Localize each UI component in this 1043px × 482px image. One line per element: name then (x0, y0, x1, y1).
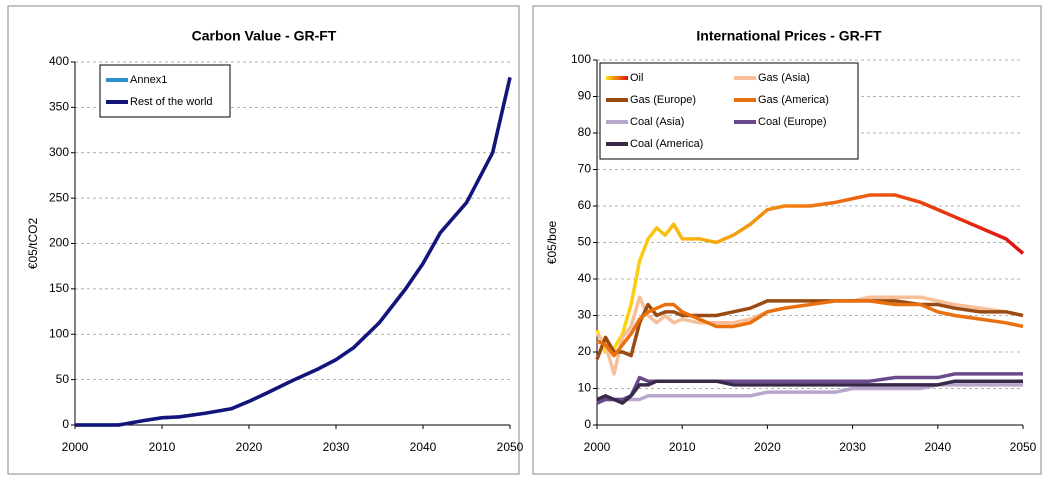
legend-swatch (106, 100, 128, 104)
legend-swatch (734, 98, 756, 102)
series-line (75, 77, 512, 427)
series-line (595, 299, 1024, 360)
legend-swatch (106, 78, 128, 82)
y-tick-label: 50 (56, 372, 70, 386)
x-tick-label: 2020 (754, 440, 781, 454)
y-tick-label: 10 (578, 381, 592, 395)
y-tick-label: 400 (49, 54, 69, 68)
chart-title: Carbon Value - GR-FT (192, 28, 337, 44)
x-tick-label: 2020 (236, 440, 263, 454)
x-tick-label: 2010 (669, 440, 696, 454)
series-line (596, 383, 1023, 405)
y-tick-label: 300 (49, 145, 69, 159)
legend-label: Coal (Asia) (630, 116, 684, 128)
panel-border (7, 5, 520, 475)
panel-border (532, 5, 1042, 475)
y-tick-label: 250 (49, 190, 69, 204)
y-tick-label: 40 (578, 271, 592, 285)
series-line (596, 379, 1023, 405)
x-tick-label: 2040 (410, 440, 437, 454)
x-tick-label: 2030 (839, 440, 866, 454)
y-tick-label: 20 (578, 344, 592, 358)
legend-label: Gas (Asia) (758, 72, 810, 84)
y-tick-label: 70 (578, 162, 592, 176)
legend-label: Rest of the world (130, 96, 213, 108)
legend-label: Oil (630, 72, 643, 84)
legend-label: Coal (Europe) (758, 116, 826, 128)
legend-label: Gas (America) (758, 94, 829, 106)
x-tick-label: 2000 (584, 440, 611, 454)
series-line (595, 193, 1025, 354)
series-line (595, 295, 1024, 376)
series-line (596, 299, 1024, 358)
legend-label: Gas (Europe) (630, 94, 696, 106)
legend-box (99, 64, 231, 118)
y-tick-label: 30 (578, 308, 592, 322)
y-axis-label: €05/tCO2 (26, 217, 40, 269)
y-tick-label: 100 (571, 52, 591, 66)
legend-label: Coal (America) (630, 138, 703, 150)
y-tick-label: 80 (578, 125, 592, 139)
y-tick-label: 100 (49, 326, 69, 340)
legend-label: Annex1 (130, 74, 167, 86)
legend-box (599, 62, 859, 160)
x-tick-label: 2030 (323, 440, 350, 454)
y-tick-label: 50 (578, 235, 592, 249)
legend-swatch (606, 142, 628, 146)
x-tick-label: 2000 (62, 440, 89, 454)
legend-swatch (606, 76, 628, 80)
x-tick-label: 2010 (149, 440, 176, 454)
y-tick-label: 350 (49, 100, 69, 114)
legend-swatch (734, 76, 756, 80)
y-tick-label: 0 (62, 417, 69, 431)
y-tick-label: 60 (578, 198, 592, 212)
x-tick-label: 2040 (924, 440, 951, 454)
series-line (596, 372, 1023, 405)
y-tick-label: 90 (578, 89, 592, 103)
x-tick-label: 2050 (497, 440, 524, 454)
x-tick-label: 2050 (1010, 440, 1037, 454)
y-tick-label: 0 (584, 417, 591, 431)
chart-title: International Prices - GR-FT (696, 28, 882, 44)
legend-swatch (606, 120, 628, 124)
y-tick-label: 150 (49, 281, 69, 295)
y-axis-label: €05/boe (545, 220, 559, 264)
legend-swatch (606, 98, 628, 102)
series-line (75, 77, 512, 427)
y-tick-label: 200 (49, 236, 69, 250)
legend-swatch (734, 120, 756, 124)
